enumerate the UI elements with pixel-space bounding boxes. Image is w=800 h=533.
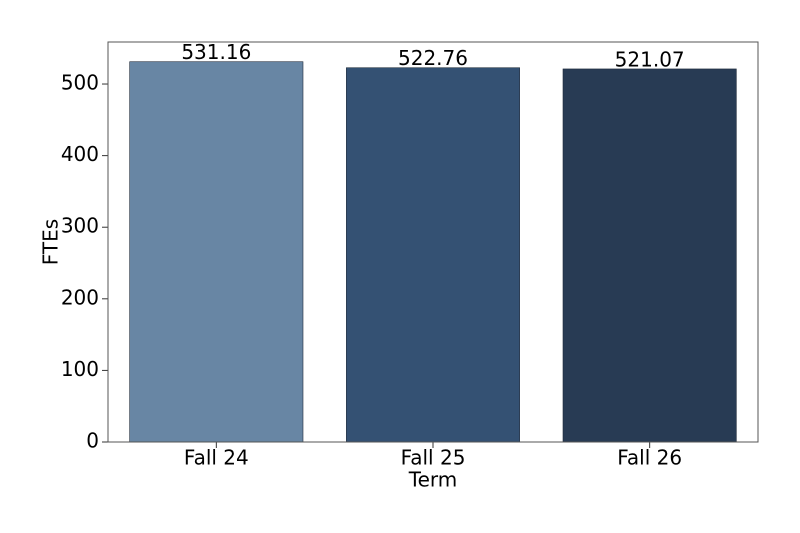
value-label: 522.76 (398, 46, 468, 70)
y-tick-label: 200 (61, 285, 99, 309)
y-tick-label: 0 (86, 429, 99, 453)
value-label: 521.07 (615, 47, 685, 71)
x-tick-label: Fall 25 (401, 446, 466, 470)
x-axis-label: Term (408, 468, 457, 492)
bar (562, 68, 737, 443)
bar (129, 61, 304, 443)
y-axis-label: FTEs (39, 219, 63, 265)
y-tick-label: 100 (61, 357, 99, 381)
x-tick-label: Fall 26 (617, 446, 682, 470)
value-label: 531.16 (181, 40, 251, 64)
bar (346, 67, 520, 443)
y-tick-label: 500 (61, 71, 99, 95)
plot-frame (107, 41, 759, 443)
y-tick-label: 400 (61, 142, 99, 166)
x-tick-label: Fall 24 (184, 446, 249, 470)
y-tick-label: 300 (61, 214, 99, 238)
